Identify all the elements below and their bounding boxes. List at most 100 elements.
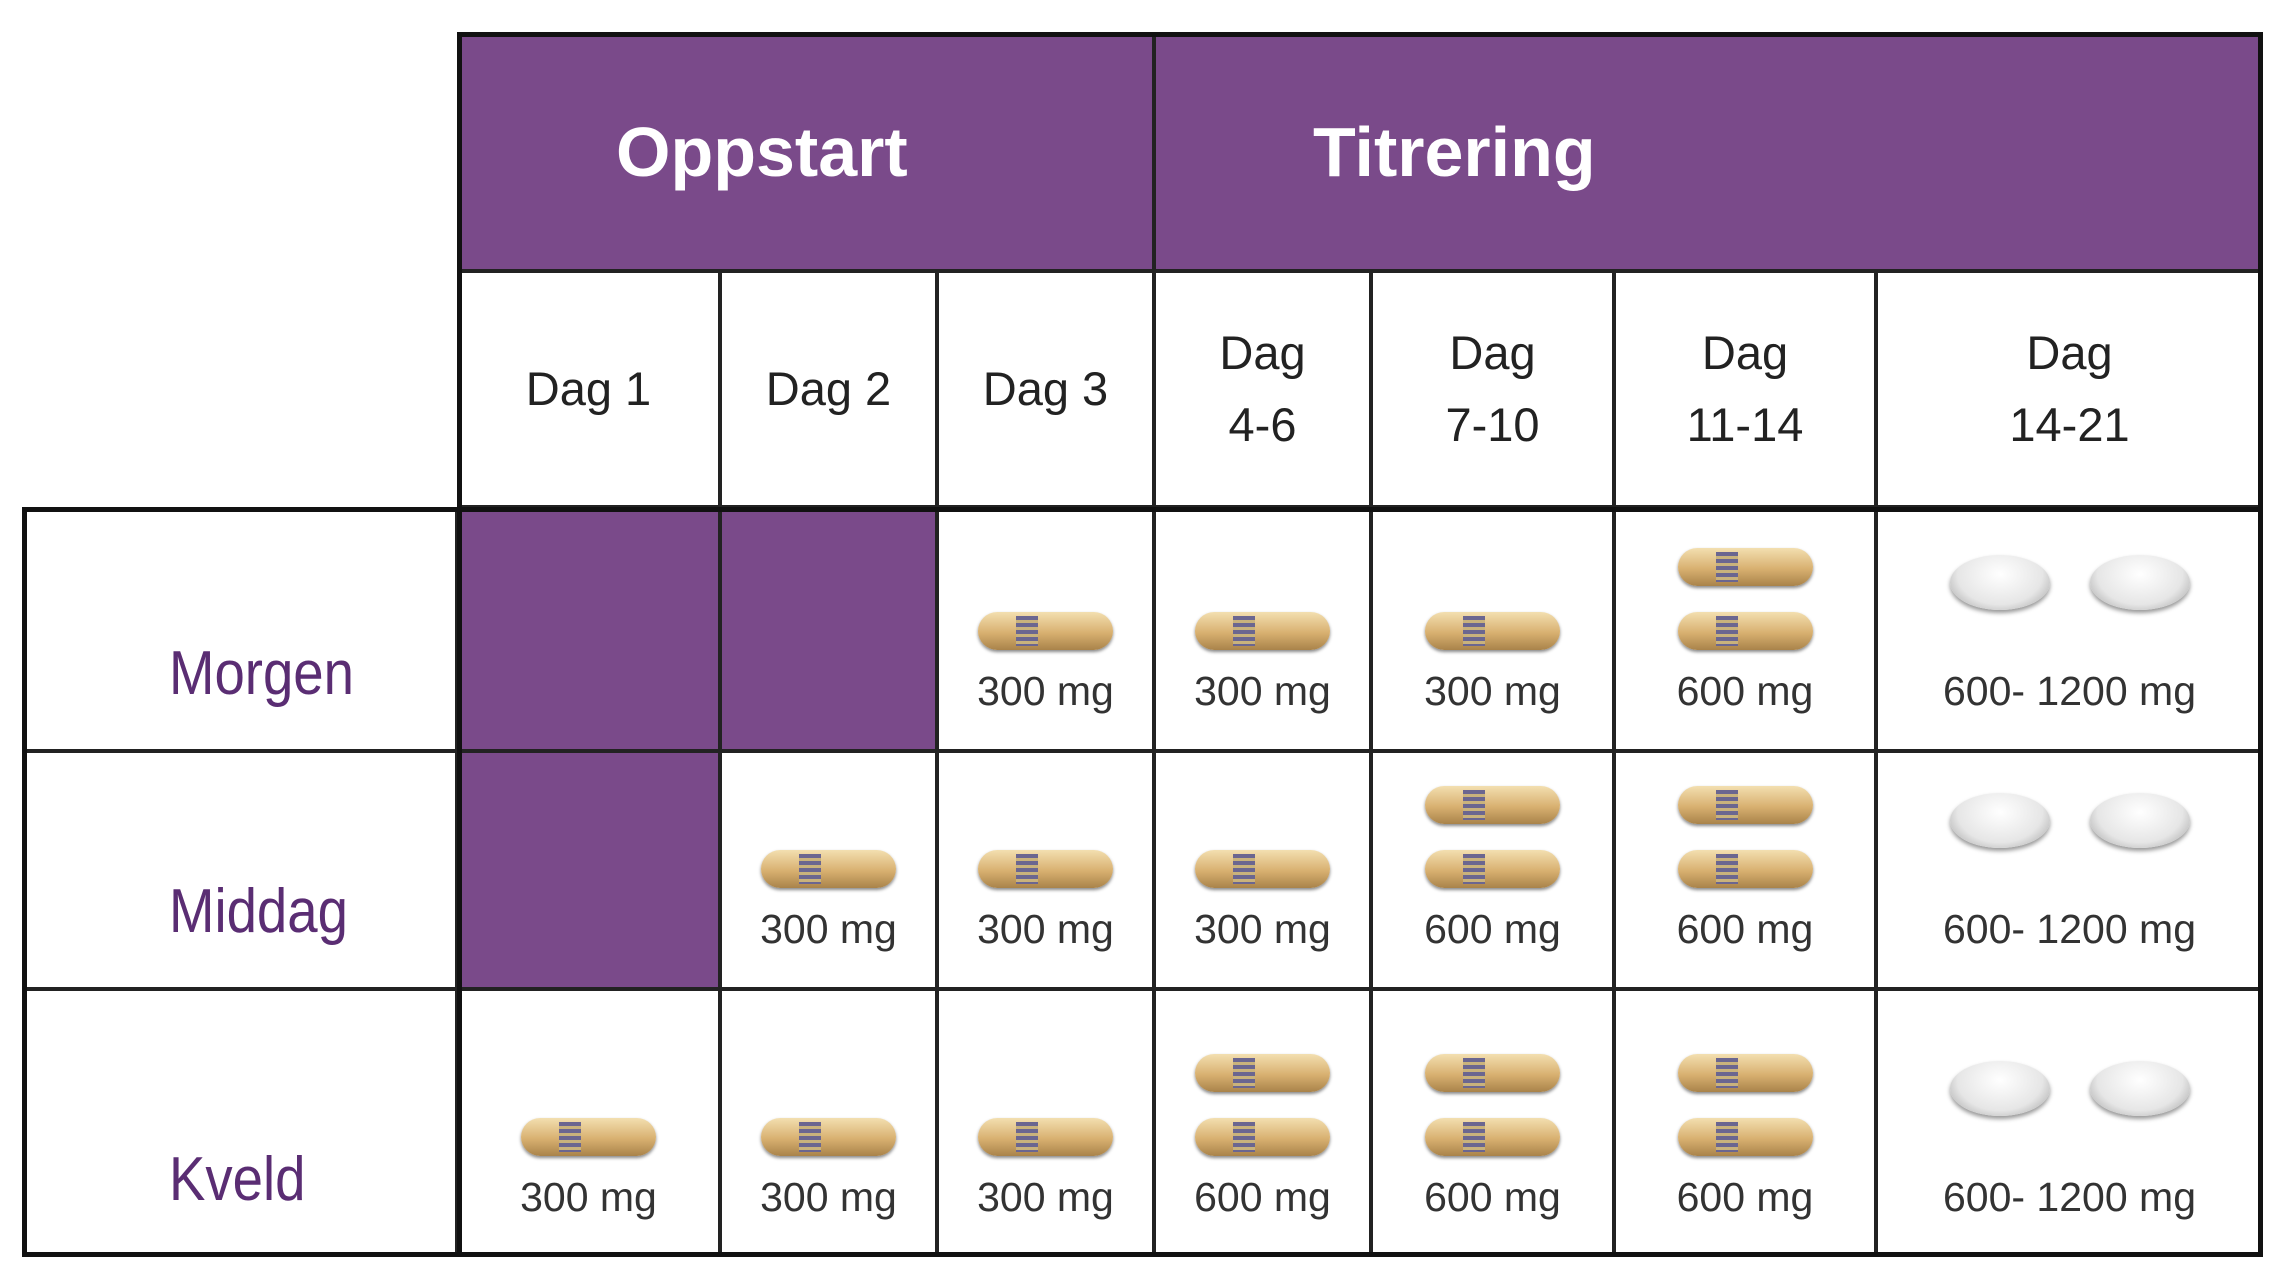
column-title: 11-14 bbox=[1686, 398, 1804, 451]
capsule bbox=[521, 1118, 656, 1156]
tablet bbox=[2089, 1061, 2190, 1116]
dose-cell: 300 mg bbox=[457, 989, 720, 1257]
dose-text: 600 mg bbox=[1676, 668, 1814, 714]
capsule bbox=[1677, 548, 1813, 586]
capsules bbox=[1677, 548, 1813, 650]
dose-cell: 600 mg bbox=[1371, 751, 1614, 989]
dose-text: 600 mg bbox=[1194, 1174, 1331, 1220]
row-label: Morgen bbox=[22, 507, 457, 751]
capsules bbox=[1425, 612, 1560, 650]
empty-cell bbox=[457, 507, 720, 751]
capsules bbox=[1677, 1054, 1813, 1156]
group-title: Oppstart bbox=[616, 112, 908, 191]
dose-text: 600 mg bbox=[1676, 906, 1814, 952]
dose-text: 600 mg bbox=[1424, 1174, 1561, 1220]
empty-cell bbox=[457, 751, 720, 989]
group-title: Titrering bbox=[1313, 112, 1596, 191]
column-header: Dag 11-14 bbox=[1614, 271, 1876, 507]
dose-cell: 600- 1200 mg bbox=[1876, 751, 2263, 989]
capsules bbox=[1195, 1054, 1330, 1156]
capsules bbox=[978, 1118, 1113, 1156]
dose-cell: 300 mg bbox=[720, 989, 937, 1257]
capsule bbox=[1677, 1054, 1813, 1092]
dose-cell: 300 mg bbox=[937, 751, 1154, 989]
capsule bbox=[1425, 850, 1560, 888]
tablets bbox=[1949, 1061, 2190, 1116]
dose-text: 300 mg bbox=[977, 668, 1114, 714]
dose-text: 600 mg bbox=[1424, 906, 1561, 952]
capsule bbox=[1195, 1118, 1330, 1156]
dose-cell: 600 mg bbox=[1614, 751, 1876, 989]
column-title: Dag 2 bbox=[765, 362, 892, 415]
tablet bbox=[1949, 1061, 2050, 1116]
group-header: Oppstart bbox=[457, 32, 1154, 271]
column-header: Dag 7-10 bbox=[1371, 271, 1614, 507]
dose-cell: 300 mg bbox=[1154, 751, 1371, 989]
dose-text: 300 mg bbox=[1194, 906, 1331, 952]
capsule bbox=[978, 1118, 1113, 1156]
capsule bbox=[761, 1118, 896, 1156]
dose-cell: 600 mg bbox=[1371, 989, 1614, 1257]
column-title: Dag bbox=[1701, 326, 1789, 379]
tablet bbox=[1949, 793, 2050, 848]
row-title: Kveld bbox=[169, 1145, 306, 1214]
dose-cell: 600- 1200 mg bbox=[1876, 989, 2263, 1257]
dose-text: 300 mg bbox=[520, 1174, 657, 1220]
capsules bbox=[1425, 1054, 1560, 1156]
dose-text: 300 mg bbox=[760, 1174, 897, 1220]
capsule bbox=[978, 850, 1113, 888]
capsule bbox=[1195, 850, 1330, 888]
tablet bbox=[2089, 555, 2190, 610]
tablets bbox=[1949, 793, 2190, 848]
column-header: Dag 1 bbox=[457, 271, 720, 507]
capsules bbox=[1195, 850, 1330, 888]
column-header: Dag 2 bbox=[720, 271, 937, 507]
dose-text: 300 mg bbox=[1194, 668, 1331, 714]
column-title: Dag bbox=[2026, 326, 2113, 379]
dose-text: 600 mg bbox=[1676, 1174, 1814, 1220]
column-header: Dag 14-21 bbox=[1876, 271, 2263, 507]
capsules bbox=[1425, 786, 1560, 888]
capsule bbox=[1425, 1054, 1560, 1092]
row-title: Middag bbox=[169, 877, 348, 946]
dose-cell: 600- 1200 mg bbox=[1876, 507, 2263, 751]
capsule bbox=[1677, 850, 1813, 888]
dose-text: 300 mg bbox=[760, 906, 897, 952]
dose-cell: 300 mg bbox=[720, 751, 937, 989]
capsules bbox=[978, 612, 1113, 650]
empty-cell bbox=[720, 507, 937, 751]
capsules bbox=[1195, 612, 1330, 650]
capsule bbox=[1677, 786, 1813, 824]
column-title: 7-10 bbox=[1445, 398, 1540, 451]
row-title: Morgen bbox=[169, 639, 354, 708]
capsule bbox=[761, 850, 896, 888]
column-header: Dag 4-6 bbox=[1154, 271, 1371, 507]
capsules bbox=[1677, 786, 1813, 888]
dose-text: 600- 1200 mg bbox=[1942, 668, 2196, 714]
dose-cell: 300 mg bbox=[1371, 507, 1614, 751]
capsule bbox=[1677, 612, 1813, 650]
dose-text: 600- 1200 mg bbox=[1942, 1174, 2196, 1220]
row-label: Middag bbox=[22, 751, 457, 989]
tablet bbox=[2089, 793, 2190, 848]
capsules bbox=[761, 1118, 896, 1156]
dose-cell: 600 mg bbox=[1154, 989, 1371, 1257]
capsule bbox=[1425, 786, 1560, 824]
dose-text: 300 mg bbox=[1424, 668, 1561, 714]
capsules bbox=[521, 1118, 656, 1156]
dose-cell: 600 mg bbox=[1614, 507, 1876, 751]
capsule bbox=[978, 612, 1113, 650]
column-title: Dag bbox=[1449, 326, 1536, 379]
capsules bbox=[761, 850, 896, 888]
group-header: Titrering bbox=[1154, 32, 2263, 271]
dose-cell: 600 mg bbox=[1614, 989, 1876, 1257]
dose-text: 300 mg bbox=[977, 1174, 1114, 1220]
column-title: Dag bbox=[1219, 326, 1306, 379]
capsules bbox=[978, 850, 1113, 888]
capsule bbox=[1195, 1054, 1330, 1092]
tablets bbox=[1949, 555, 2190, 610]
column-title: 14-21 bbox=[2009, 398, 2130, 451]
capsule bbox=[1195, 612, 1330, 650]
dose-cell: 300 mg bbox=[1154, 507, 1371, 751]
